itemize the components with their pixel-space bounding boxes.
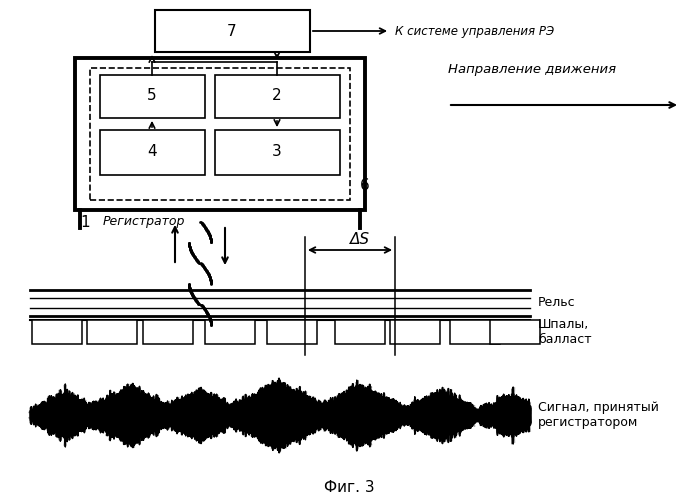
Bar (155, 10, 310, 52)
Bar (215, 75, 340, 118)
Bar (490, 320, 540, 344)
Bar (143, 320, 193, 344)
Text: 6: 6 (360, 178, 370, 192)
Text: 7: 7 (227, 24, 237, 38)
Text: 5: 5 (147, 88, 157, 104)
Bar (450, 320, 500, 344)
Bar (215, 130, 340, 175)
Bar (75, 58, 365, 210)
Text: 1: 1 (80, 215, 89, 230)
Text: 3: 3 (272, 144, 282, 160)
Text: Фиг. 3: Фиг. 3 (324, 480, 374, 494)
Bar (390, 320, 440, 344)
Text: Шпалы,
балласт: Шпалы, балласт (538, 318, 592, 346)
Bar (100, 130, 205, 175)
Text: Рельс: Рельс (538, 296, 576, 310)
Text: 4: 4 (147, 144, 157, 160)
Text: ΔS: ΔS (350, 232, 370, 248)
Bar (335, 320, 385, 344)
Bar (205, 320, 255, 344)
Bar (267, 320, 317, 344)
Bar (32, 320, 82, 344)
Text: Направление движения: Направление движения (448, 64, 616, 76)
Bar (90, 68, 350, 200)
Bar (100, 75, 205, 118)
Text: Регистратор: Регистратор (103, 215, 186, 228)
Text: Сигнал, принятый
регистратором: Сигнал, принятый регистратором (538, 401, 659, 429)
Text: К системе управления РЭ: К системе управления РЭ (395, 24, 554, 38)
Text: 2: 2 (272, 88, 282, 104)
Bar (87, 320, 137, 344)
